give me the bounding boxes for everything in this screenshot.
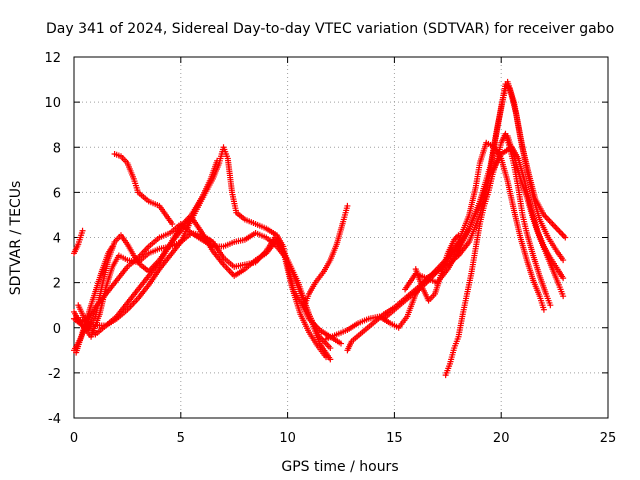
data-point [455, 232, 462, 239]
series-track-13 [344, 139, 547, 354]
data-point [562, 234, 569, 241]
data-point [109, 243, 116, 250]
data-point [323, 354, 330, 361]
data-point [547, 302, 554, 309]
data-point [344, 202, 351, 209]
x-tick-label: 25 [600, 431, 617, 446]
y-tick-label: 0 [53, 322, 61, 337]
data-point [560, 293, 567, 300]
series-track-5 [73, 243, 116, 356]
x-tick-label: 20 [493, 431, 510, 446]
x-tick-label: 10 [279, 431, 296, 446]
data-point [327, 356, 334, 363]
y-tick-label: -4 [48, 412, 61, 427]
y-tick-label: 12 [44, 51, 61, 66]
data-point [79, 227, 86, 234]
ticks-layer: 0 5 10 15 20 25 -4 -2 0 2 4 6 8 10 12 [44, 51, 616, 446]
chart-title: Day 341 of 2024, Sidereal Day-to-day VTE… [46, 21, 614, 37]
series-track-9 [301, 202, 351, 309]
y-tick-label: -2 [48, 367, 61, 382]
data-point [338, 340, 344, 347]
series-track-11 [380, 78, 567, 322]
data-point [560, 275, 567, 282]
x-tick-label: 0 [70, 431, 78, 446]
series-track-6 [111, 151, 176, 227]
series-track-1 [71, 227, 86, 257]
series-track-14 [412, 232, 462, 304]
data-point [169, 220, 176, 227]
data-layer [71, 78, 569, 379]
series-track-12 [402, 144, 567, 293]
x-tick-label: 15 [386, 431, 403, 446]
series-track-16 [504, 132, 567, 300]
y-tick-label: 10 [44, 96, 61, 111]
data-point [327, 345, 334, 352]
y-tick-label: 8 [53, 141, 61, 156]
x-axis-label: GPS time / hours [281, 459, 398, 475]
y-axis-label: SDTVAR / TECUs [8, 181, 24, 296]
y-tick-label: 6 [53, 186, 61, 201]
data-point [560, 257, 567, 264]
data-point [214, 157, 221, 164]
x-tick-label: 5 [177, 431, 185, 446]
y-tick-label: 2 [53, 277, 61, 292]
y-tick-label: 4 [53, 232, 61, 247]
data-point [540, 306, 547, 313]
series-track-8 [75, 157, 221, 338]
